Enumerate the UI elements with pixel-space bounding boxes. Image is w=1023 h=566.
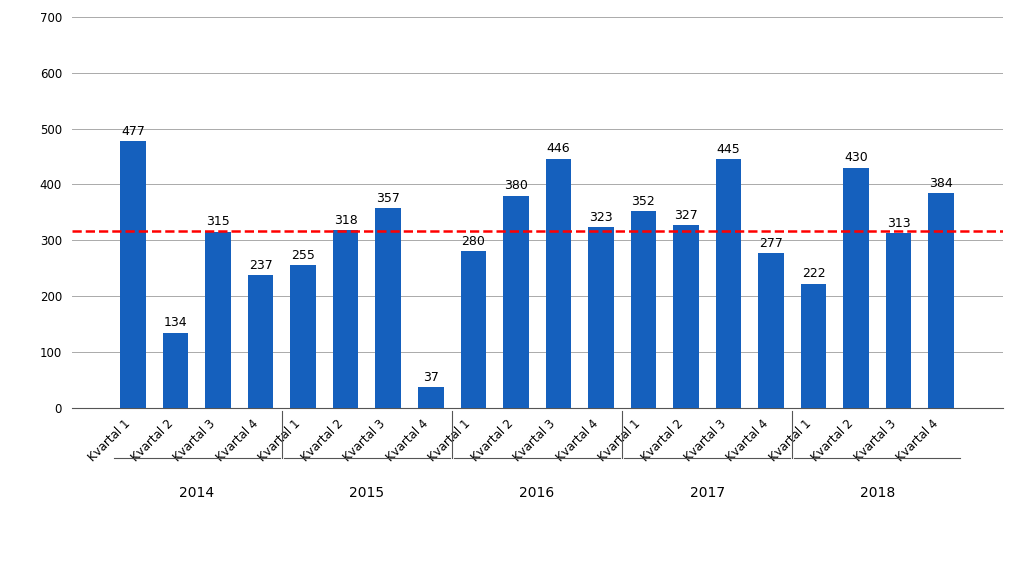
Text: 445: 445 [716,143,741,156]
Text: 2015: 2015 [350,486,385,500]
Bar [801,284,827,408]
Bar [545,158,571,408]
Bar [843,168,869,408]
Text: 380: 380 [504,179,528,192]
Text: 327: 327 [674,209,698,222]
Text: 2016: 2016 [520,486,554,500]
Text: 222: 222 [802,267,826,280]
Bar [588,228,614,408]
Text: 323: 323 [589,211,613,224]
Text: 430: 430 [844,151,868,164]
Text: 352: 352 [631,195,656,208]
Bar [291,265,316,408]
Bar [206,232,231,408]
Text: 2017: 2017 [690,486,724,500]
Bar [630,211,656,408]
Bar [928,193,953,408]
Text: 446: 446 [546,142,570,155]
Bar [418,387,444,408]
Bar [248,275,273,408]
Text: 280: 280 [461,235,485,248]
Bar [163,333,188,408]
Text: 357: 357 [376,192,400,205]
Bar [121,142,146,408]
Text: 277: 277 [759,237,783,250]
Text: 313: 313 [887,217,910,230]
Text: 237: 237 [249,259,272,272]
Text: 315: 315 [207,216,230,229]
Bar [503,195,529,408]
Text: 134: 134 [164,316,187,329]
Text: 255: 255 [292,249,315,262]
Text: 2014: 2014 [179,486,215,500]
Bar [332,230,358,408]
Text: 37: 37 [422,371,439,384]
Bar [375,208,401,408]
Text: 477: 477 [121,125,145,138]
Bar [673,225,699,408]
Bar [716,159,742,408]
Bar [460,251,486,408]
Text: 384: 384 [929,177,953,190]
Bar [758,253,784,408]
Text: 2018: 2018 [859,486,895,500]
Text: 318: 318 [333,214,358,227]
Bar [886,233,911,408]
